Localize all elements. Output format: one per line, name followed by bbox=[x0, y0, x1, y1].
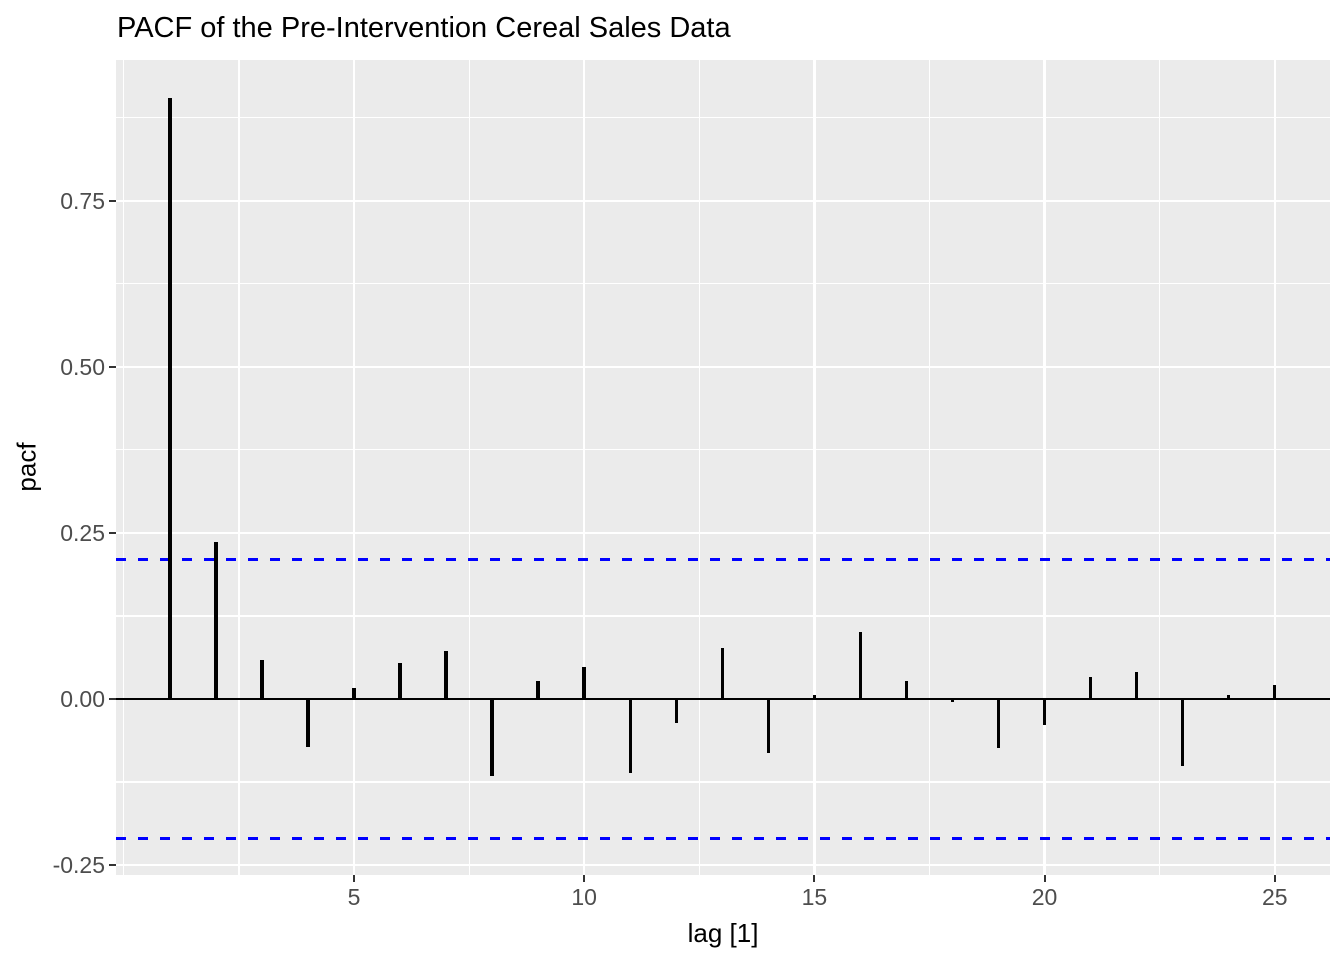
pacf-bar-lag-6 bbox=[398, 663, 402, 699]
y-axis-tick-label: 0.50 bbox=[60, 353, 105, 380]
pacf-bar-lag-13 bbox=[720, 647, 724, 699]
pacf-bar-lag-21 bbox=[1088, 677, 1093, 699]
pacf-bar-lag-14 bbox=[766, 698, 771, 753]
y-axis-tick bbox=[109, 199, 116, 202]
major-gridline-horizontal bbox=[116, 365, 1330, 369]
y-axis-title: pacf bbox=[11, 442, 42, 492]
x-axis-tick bbox=[353, 875, 355, 882]
minor-gridline-vertical bbox=[468, 60, 470, 875]
minor-gridline-horizontal bbox=[116, 283, 1330, 285]
y-axis-tick bbox=[109, 531, 116, 534]
zero-line bbox=[116, 697, 1330, 701]
major-gridline-horizontal bbox=[116, 863, 1330, 867]
pacf-bar-lag-4 bbox=[306, 698, 310, 747]
pacf-bar-lag-19 bbox=[996, 698, 1001, 749]
major-gridline-vertical bbox=[582, 60, 586, 875]
y-axis-tick-label: -0.25 bbox=[52, 852, 105, 879]
major-gridline-vertical bbox=[352, 60, 356, 875]
pacf-bar-lag-22 bbox=[1134, 671, 1139, 699]
pacf-bar-lag-16 bbox=[858, 631, 863, 699]
major-gridline-vertical bbox=[813, 60, 816, 875]
pacf-bar-lag-10 bbox=[582, 667, 586, 699]
pacf-bar-lag-1 bbox=[168, 97, 172, 699]
pacf-bar-lag-20 bbox=[1042, 698, 1047, 725]
plot-panel bbox=[116, 60, 1330, 875]
pacf-bar-lag-8 bbox=[490, 698, 494, 777]
x-axis-tick bbox=[813, 875, 816, 882]
pacf-bar-lag-9 bbox=[536, 681, 540, 699]
y-axis-tick-label: 0.25 bbox=[60, 519, 105, 546]
chart-title: PACF of the Pre-Intervention Cereal Sale… bbox=[117, 12, 731, 44]
minor-gridline-vertical bbox=[928, 60, 931, 875]
pacf-bar-lag-24 bbox=[1227, 694, 1231, 699]
pacf-bar-lag-18 bbox=[950, 698, 955, 703]
pacf-bar-lag-23 bbox=[1180, 698, 1185, 767]
pacf-bar-lag-25 bbox=[1273, 685, 1277, 699]
minor-gridline-vertical bbox=[238, 60, 240, 875]
x-axis-tick-label: 5 bbox=[347, 884, 361, 910]
x-axis-tick-label: 15 bbox=[801, 884, 828, 910]
major-gridline-horizontal bbox=[116, 199, 1330, 202]
x-axis-title: lag [1] bbox=[687, 918, 759, 948]
minor-gridline-horizontal bbox=[116, 117, 1330, 119]
y-axis-tick bbox=[109, 697, 116, 700]
pacf-bar-lag-3 bbox=[260, 659, 264, 699]
pacf-bar-lag-2 bbox=[214, 541, 218, 699]
x-axis-tick bbox=[1273, 875, 1276, 882]
x-axis-tick-label: 20 bbox=[1031, 884, 1058, 910]
major-gridline-horizontal bbox=[116, 531, 1330, 535]
pacf-bar-lag-12 bbox=[674, 698, 678, 723]
pacf-bar-lag-5 bbox=[352, 687, 356, 699]
x-axis-tick bbox=[1043, 875, 1046, 882]
pacf-bar-lag-7 bbox=[444, 651, 448, 699]
major-gridline-vertical bbox=[1273, 60, 1276, 875]
x-axis-tick-label: 25 bbox=[1261, 884, 1288, 910]
minor-gridline-vertical bbox=[123, 60, 125, 875]
pacf-bar-lag-11 bbox=[628, 698, 632, 773]
minor-gridline-vertical bbox=[1159, 60, 1161, 875]
y-axis-tick bbox=[109, 864, 116, 867]
confidence-line bbox=[116, 837, 1330, 840]
pacf-bar-lag-17 bbox=[904, 681, 909, 699]
y-axis-tick-label: 0.00 bbox=[60, 685, 105, 712]
minor-gridline-vertical bbox=[698, 60, 700, 875]
y-axis-tick-label: 0.75 bbox=[60, 187, 105, 214]
x-axis-tick bbox=[583, 875, 586, 882]
x-axis-tick-label: 10 bbox=[571, 884, 597, 910]
major-gridline-vertical bbox=[1043, 60, 1046, 875]
confidence-line bbox=[116, 558, 1330, 561]
pacf-bar-lag-15 bbox=[812, 694, 817, 699]
y-axis-tick bbox=[109, 365, 116, 368]
minor-gridline-horizontal bbox=[116, 781, 1330, 783]
minor-gridline-horizontal bbox=[116, 449, 1330, 451]
minor-gridline-horizontal bbox=[116, 615, 1330, 617]
